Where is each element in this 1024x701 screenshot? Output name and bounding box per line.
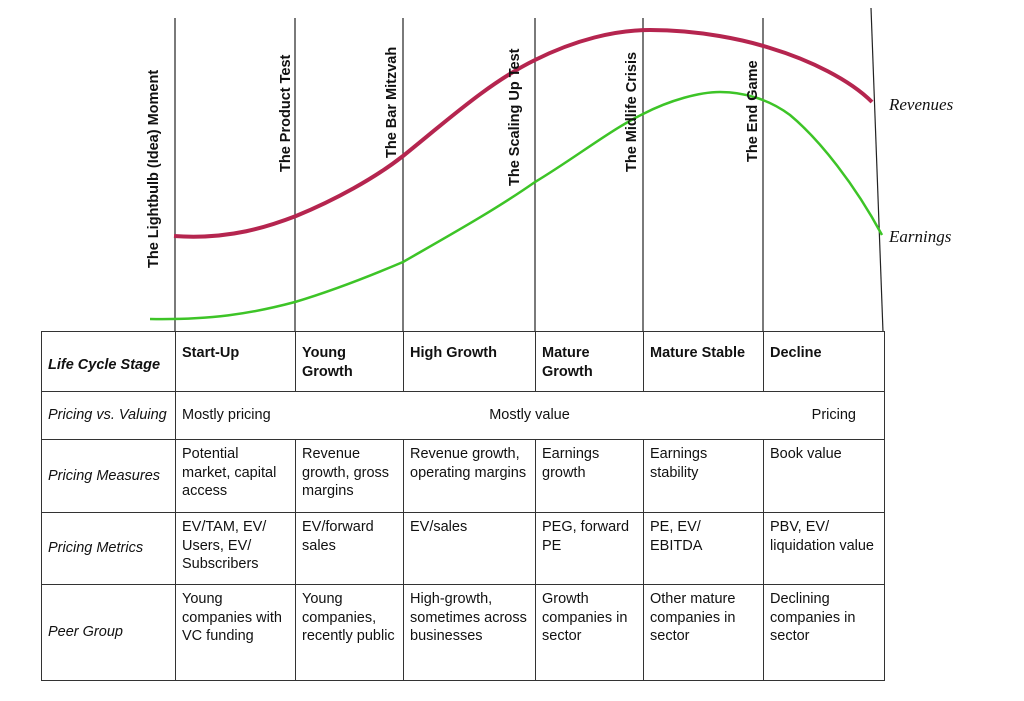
pricing-vs-valuing-middle: Mostly value xyxy=(295,391,764,440)
table-cell: PBV, EV/ liquidation value xyxy=(763,512,885,585)
table-cell: Other mature companies in sector xyxy=(643,584,764,681)
stage-start-up: Start-Up xyxy=(175,331,296,392)
stage-title-end-game: The End Game xyxy=(745,60,761,162)
life-cycle-chart: The Lightbulb (Idea) Moment The Product … xyxy=(146,7,954,333)
earnings-curve xyxy=(149,90,884,321)
table-cell: Revenue growth, gross margins xyxy=(295,439,404,513)
divider-line xyxy=(870,7,884,333)
stage-title-bar-mitzvah: The Bar Mitzvah xyxy=(384,47,400,158)
pricing-metrics-row: Pricing Metrics EV/TAM, EV/ Users, EV/ S… xyxy=(41,512,885,585)
row-label-peer-group: Peer Group xyxy=(41,584,176,681)
stage-young-growth: Young Growth xyxy=(295,331,404,392)
revenues-curve xyxy=(173,27,874,239)
stage-high-growth: High Growth xyxy=(403,331,536,392)
life-cycle-table: Life Cycle Stage Start-Up Young Growth H… xyxy=(41,331,885,681)
pricing-vs-valuing-start: Mostly pricing xyxy=(175,391,296,440)
table-cell: EV/sales xyxy=(403,512,536,585)
pricing-measures-row: Pricing Measures Potential market, capit… xyxy=(41,439,885,513)
stage-title-product-test: The Product Test xyxy=(278,54,294,172)
stage-title-midlife-crisis: The Midlife Crisis xyxy=(624,52,640,172)
stage-mature-stable: Mature Stable xyxy=(643,331,764,392)
table-cell: Young companies, recently public xyxy=(295,584,404,681)
row-label-pricing-metrics: Pricing Metrics xyxy=(41,512,176,585)
stage-title-lightbulb: The Lightbulb (Idea) Moment xyxy=(146,70,162,268)
earnings-label: Earnings xyxy=(888,227,952,246)
stage-title-scaling-up: The Scaling Up Test xyxy=(507,48,523,186)
table-cell: Earnings stability xyxy=(643,439,764,513)
row-label-pricing-measures: Pricing Measures xyxy=(41,439,176,513)
table-cell: Declining companies in sector xyxy=(763,584,885,681)
stage-header-row: Life Cycle Stage Start-Up Young Growth H… xyxy=(41,331,885,392)
table-cell: Book value xyxy=(763,439,885,513)
stage-mature-growth: Mature Growth xyxy=(535,331,644,392)
table-cell: Young companies with VC funding xyxy=(175,584,296,681)
peer-group-row: Peer Group Young companies with VC fundi… xyxy=(41,584,885,681)
table-cell: EV/forward sales xyxy=(295,512,404,585)
table-cell: EV/TAM, EV/ Users, EV/ Subscribers xyxy=(175,512,296,585)
pricing-vs-valuing-row: Pricing vs. Valuing Mostly pricing Mostl… xyxy=(41,391,885,440)
table-cell: Earnings growth xyxy=(535,439,644,513)
row-label-life-cycle-stage: Life Cycle Stage xyxy=(41,331,176,392)
row-label-pricing-vs-valuing: Pricing vs. Valuing xyxy=(41,391,176,440)
table-cell: Revenue growth, operating margins xyxy=(403,439,536,513)
table-cell: PEG, forward PE xyxy=(535,512,644,585)
table-cell: Growth companies in sector xyxy=(535,584,644,681)
revenues-label: Revenues xyxy=(888,95,954,114)
stage-decline: Decline xyxy=(763,331,885,392)
pricing-vs-valuing-end: Pricing xyxy=(763,391,885,440)
table-cell: PE, EV/ EBITDA xyxy=(643,512,764,585)
table-cell: Potential market, capital access xyxy=(175,439,296,513)
table-cell: High-growth, sometimes across businesses xyxy=(403,584,536,681)
